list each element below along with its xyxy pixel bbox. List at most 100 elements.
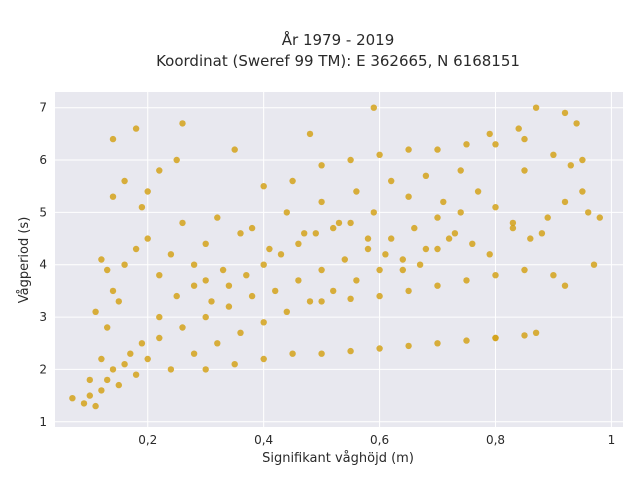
data-point [138,340,146,347]
data-point [98,256,105,263]
data-point [590,261,598,268]
data-point [86,392,94,399]
data-point [376,151,383,158]
y-tick-label: 2 [39,362,47,376]
data-point [521,332,528,339]
data-point [138,204,146,211]
data-point [532,104,540,111]
data-point [260,183,267,190]
data-point [585,209,592,216]
y-tick-label: 5 [39,205,47,219]
data-point [521,135,528,143]
data-point [521,167,528,174]
data-point [318,350,325,357]
data-point [156,272,163,279]
data-point [532,329,540,336]
data-point [492,204,499,211]
data-point [179,219,186,227]
data-point [173,156,180,164]
data-point [405,287,412,295]
data-point [214,214,221,221]
data-point [283,308,290,315]
data-point [260,355,267,363]
data-point [561,109,569,117]
data-point [132,125,140,132]
x-axis-label: Signifikant våghöjd (m) [262,451,414,466]
data-point [109,135,117,143]
data-point [208,298,215,305]
data-point [167,366,175,373]
data-point [156,334,163,342]
data-point [538,230,546,237]
data-point [376,345,383,352]
data-point [202,313,209,321]
chart-title-line1: År 1979 - 2019 [282,30,395,49]
data-point [405,342,412,350]
chart-title-line2: Koordinat (Sweref 99 TM): E 362665, N 61… [156,52,520,70]
data-point [219,266,227,274]
data-point [527,235,534,242]
y-tick-label: 1 [39,415,47,429]
data-point [127,350,134,357]
y-tick-label: 4 [39,258,47,272]
data-point [451,230,459,237]
data-point [190,282,198,289]
data-point [364,245,372,253]
data-point [80,400,88,407]
data-point [434,340,441,347]
data-point [550,151,557,158]
data-point [579,156,586,164]
data-point [573,120,580,127]
data-point [445,235,453,242]
data-point [190,350,198,357]
gridlines [55,92,623,427]
data-point [260,319,267,326]
data-point [457,167,464,174]
x-tick-label: 0,6 [370,433,389,447]
data-point [405,146,412,153]
data-point [422,245,430,253]
data-point [121,177,128,185]
data-point [422,172,430,179]
data-point [370,104,377,111]
data-point [243,272,250,279]
data-point [190,261,198,268]
data-point [121,361,128,368]
x-tick-label: 0,8 [486,433,505,447]
data-point [376,266,383,274]
data-point [98,387,105,394]
data-point [202,240,209,247]
data-point [347,156,354,164]
data-point [104,324,111,331]
data-point [144,355,151,363]
data-point [179,324,186,331]
data-point [341,256,348,263]
data-point [561,198,569,206]
data-point [596,214,603,221]
data-point [231,146,238,153]
data-point [416,261,424,268]
data-point [388,177,395,185]
data-point [156,167,163,174]
data-point [434,282,441,289]
data-point [69,395,76,402]
data-point [347,219,354,227]
data-point [318,162,325,169]
data-point [132,245,140,253]
data-point [109,366,117,373]
data-point [509,224,517,232]
data-point [486,251,493,258]
data-point [399,256,406,263]
data-point [266,245,273,253]
data-point [306,298,314,305]
data-point [104,376,111,384]
data-point [92,402,99,410]
data-point [202,366,209,373]
data-point [561,282,569,289]
data-point [434,214,441,221]
x-tick-labels: 0,2 0,4 0,6 0,8 1 [138,433,615,447]
data-point [347,295,354,302]
data-point [370,209,377,216]
data-point [179,120,186,127]
